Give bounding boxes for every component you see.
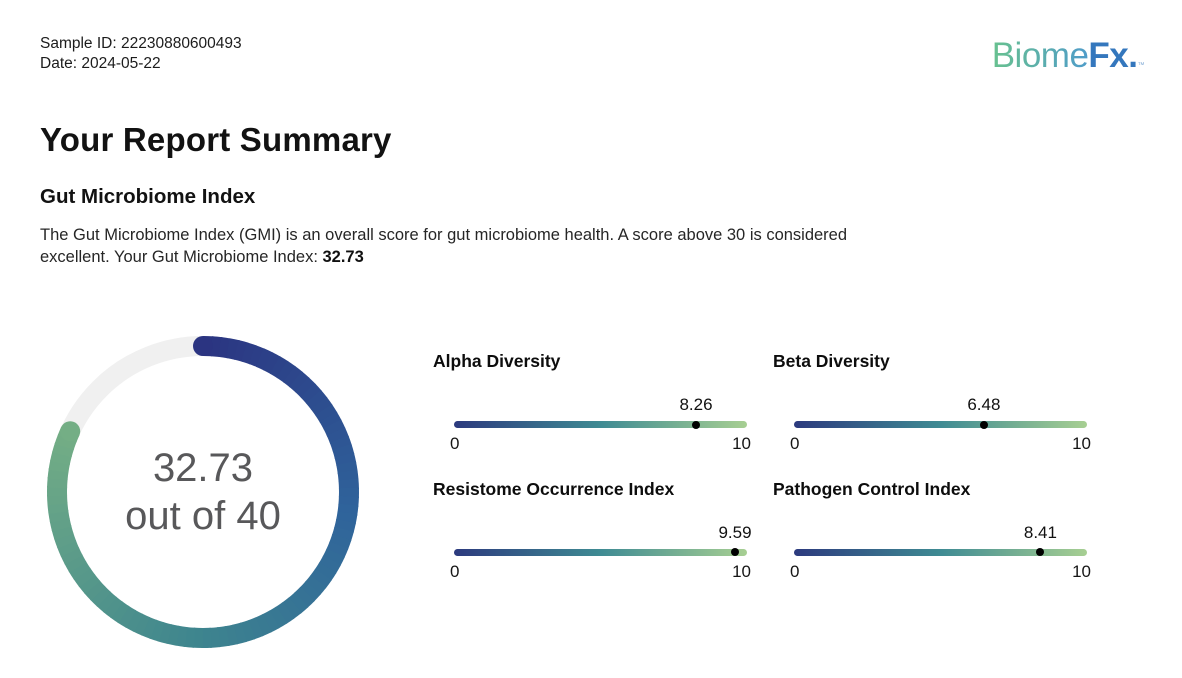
donut-score-value: 32.73 — [152, 446, 254, 491]
section-heading: Gut Microbiome Index — [40, 184, 256, 208]
gauge: Resistome Occurrence Index 9.59 0 10 — [433, 479, 753, 582]
description-line1: The Gut Microbiome Index (GMI) is an ove… — [40, 225, 848, 244]
gauges-grid: Alpha Diversity 8.26 0 10 Beta Diversity… — [433, 351, 1093, 582]
gauge-dot-marker — [979, 420, 988, 429]
gauge-bar — [454, 420, 747, 429]
gauge-value: 8.26 — [679, 395, 713, 414]
gauge-dot-marker — [692, 420, 701, 429]
gauge-bar — [794, 548, 1087, 557]
gauge-label: Alpha Diversity — [433, 351, 561, 372]
logo-biome-text: Biome — [991, 36, 1089, 75]
date-text: Date: 2024-05-22 — [40, 55, 161, 73]
description-line2: excellent. Your Gut Microbiome Index: — [40, 248, 323, 267]
report-page: Sample ID: 22230880600493 Date: 2024-05-… — [40, 34, 1144, 650]
gauge-max-label: 10 — [1072, 561, 1091, 581]
gmi-score-inline: 32.73 — [322, 248, 364, 267]
report-header: Sample ID: 22230880600493 Date: 2024-05-… — [40, 34, 1144, 75]
gauge-max-label: 10 — [1072, 434, 1091, 453]
gauge: Beta Diversity 6.48 0 10 — [773, 351, 1093, 454]
gauge-value: 9.59 — [718, 522, 752, 542]
gauge-value: 8.41 — [1023, 522, 1057, 542]
gauge-scale: 0 10 — [790, 562, 1091, 582]
gmi-description: The Gut Microbiome Index (GMI) is an ove… — [40, 224, 1140, 268]
gauge-scale: 0 10 — [450, 562, 751, 582]
summary-content-row: 32.73 out of 40 Alpha Diversity 8.26 0 1… — [40, 334, 1144, 650]
donut-score-caption: out of 40 — [125, 494, 281, 539]
gauge-slider: 6.48 0 10 — [790, 373, 1091, 454]
gauge-scale: 0 10 — [790, 434, 1091, 454]
gauge: Pathogen Control Index 8.41 0 10 — [773, 479, 1093, 582]
gauge: Alpha Diversity 8.26 0 10 — [433, 351, 753, 454]
gauge-max-label: 10 — [732, 561, 751, 581]
gauge-label: Resistome Occurrence Index — [433, 479, 675, 499]
gauge-bar — [794, 420, 1087, 429]
gauge-scale: 0 10 — [450, 434, 751, 454]
gauge-max-label: 10 — [732, 434, 751, 453]
gauge-min-label: 0 — [450, 561, 460, 581]
gauge-label: Beta Diversity — [773, 351, 890, 372]
sample-info: Sample ID: 22230880600493 Date: 2024-05-… — [40, 34, 242, 75]
gauge-slider: 8.41 0 10 — [790, 501, 1091, 582]
gauge-min-label: 0 — [450, 434, 460, 453]
gauge-value: 6.48 — [967, 395, 1001, 414]
donut-ring — [47, 336, 359, 649]
biomefx-logo: BiomeFx.™ — [991, 36, 1145, 75]
logo-fx-text: Fx. — [1088, 36, 1138, 75]
gauge-min-label: 0 — [790, 434, 800, 453]
gauge-bar — [454, 548, 747, 557]
gauge-dot-marker — [730, 548, 739, 557]
gauge-slider: 9.59 0 10 — [450, 501, 752, 582]
gauge-label: Pathogen Control Index — [773, 479, 971, 499]
sample-id-text: Sample ID: 22230880600493 — [40, 35, 242, 52]
gauge-slider: 8.26 0 10 — [450, 373, 751, 454]
gauge-dot-marker — [1036, 548, 1045, 557]
donut-center-text: 32.73 out of 40 — [45, 334, 361, 650]
page-title: Your Report Summary — [40, 120, 392, 158]
gauge-min-label: 0 — [790, 561, 800, 581]
gmi-donut-chart: 32.73 out of 40 — [45, 334, 361, 650]
logo-trademark: ™ — [1137, 62, 1145, 69]
